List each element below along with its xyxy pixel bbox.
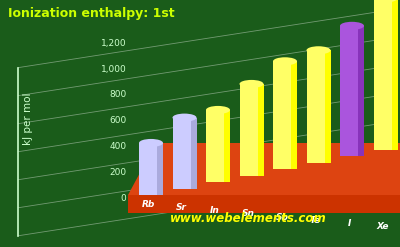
Text: In: In	[210, 206, 220, 215]
Text: www.webelements.com: www.webelements.com	[170, 212, 326, 225]
Ellipse shape	[306, 46, 330, 54]
Ellipse shape	[139, 139, 163, 147]
Ellipse shape	[374, 0, 398, 2]
Text: Xe: Xe	[376, 222, 389, 231]
Polygon shape	[139, 143, 157, 195]
Polygon shape	[157, 143, 163, 195]
Polygon shape	[206, 110, 224, 182]
Text: Sb: Sb	[276, 212, 288, 222]
Text: I: I	[347, 219, 351, 228]
Text: kJ per mol: kJ per mol	[23, 92, 33, 145]
Polygon shape	[190, 118, 196, 188]
Polygon shape	[128, 195, 400, 213]
Polygon shape	[291, 61, 297, 169]
Text: 600: 600	[109, 116, 126, 125]
Polygon shape	[273, 61, 291, 169]
Polygon shape	[374, 0, 392, 149]
Polygon shape	[128, 143, 400, 195]
Text: Ionization enthalpy: 1st: Ionization enthalpy: 1st	[8, 7, 175, 21]
Polygon shape	[306, 50, 324, 163]
Polygon shape	[324, 50, 330, 163]
Ellipse shape	[240, 80, 264, 88]
Text: Rb: Rb	[141, 200, 155, 208]
Polygon shape	[240, 84, 258, 176]
Polygon shape	[340, 26, 358, 156]
Ellipse shape	[273, 57, 297, 65]
Text: Te: Te	[310, 216, 321, 225]
Text: Sr: Sr	[176, 203, 187, 212]
Polygon shape	[258, 84, 264, 176]
Text: 800: 800	[109, 90, 126, 99]
Text: 1,200: 1,200	[101, 39, 126, 48]
Text: 1,000: 1,000	[100, 64, 126, 74]
Polygon shape	[358, 26, 364, 156]
Polygon shape	[224, 110, 230, 182]
Polygon shape	[392, 0, 398, 149]
Polygon shape	[172, 118, 190, 188]
Ellipse shape	[172, 114, 196, 122]
Text: 400: 400	[109, 142, 126, 151]
Text: 0: 0	[120, 194, 126, 203]
Text: 200: 200	[109, 168, 126, 177]
Ellipse shape	[206, 106, 230, 114]
Ellipse shape	[340, 22, 364, 30]
Text: Sn: Sn	[242, 209, 255, 218]
